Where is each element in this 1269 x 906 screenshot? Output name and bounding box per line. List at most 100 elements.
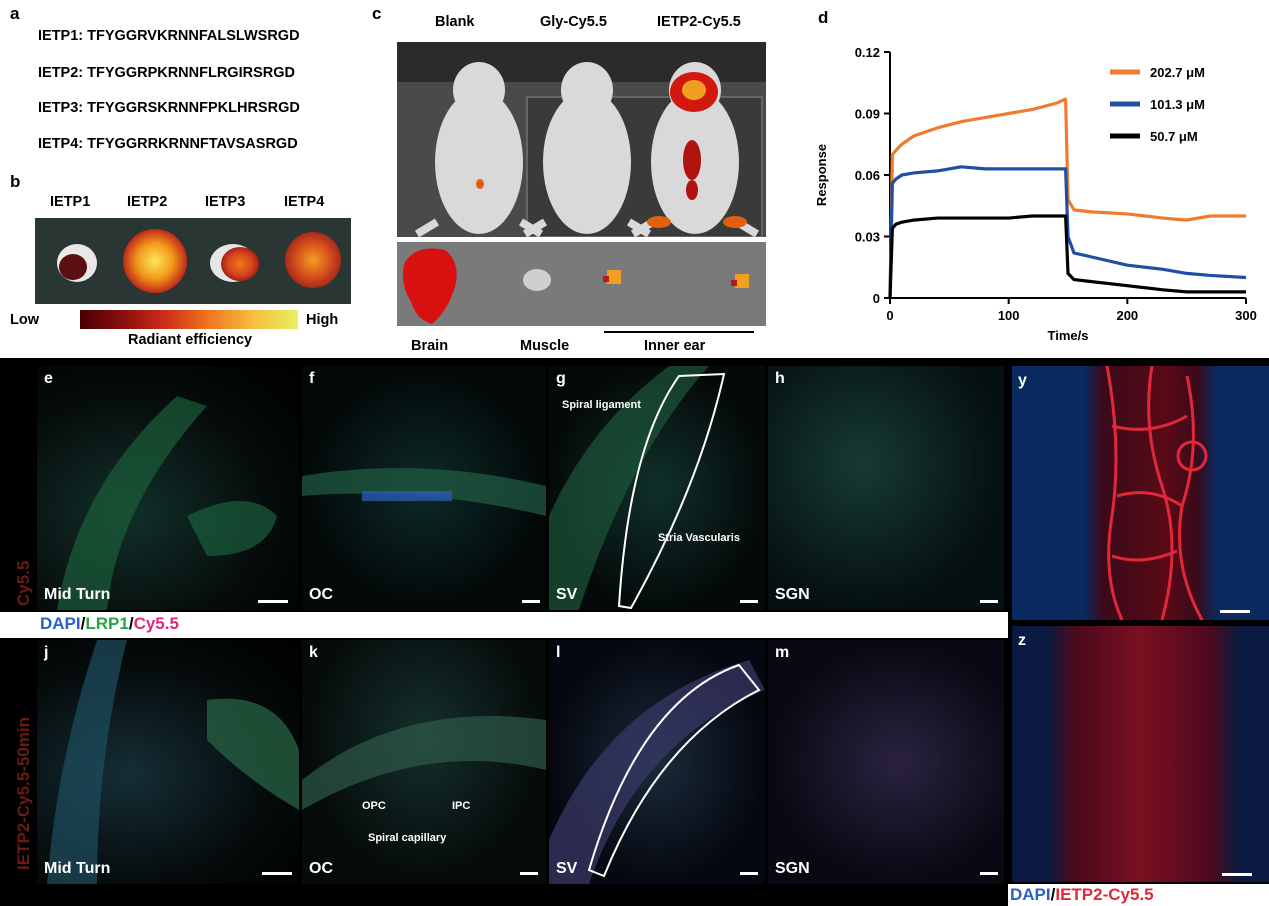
panel-label-a: a <box>10 4 20 23</box>
sequence-ietp4: IETP4: TFYGGRRKRNNFTAVSASRGD <box>38 136 298 152</box>
legend-strip-yz <box>1008 884 1269 906</box>
mouse-imaging-panel <box>397 42 766 237</box>
y-tick-label-4: 0.12 <box>855 45 880 60</box>
y-tick-label-0: 0 <box>873 291 880 306</box>
y-tick-label-1: 0.03 <box>855 230 880 245</box>
channel-legend-yz: DAPI/IETP2-Cy5.5 <box>1010 885 1154 905</box>
panel-label-l: l <box>556 644 561 661</box>
panel-m-image <box>768 640 1004 884</box>
panel-label-h: h <box>775 370 785 387</box>
label-ietp3: IETP3 <box>205 194 246 210</box>
panel-e-image <box>37 366 299 610</box>
series-line-1 <box>888 165 1247 299</box>
vessels-y <box>1105 366 1208 620</box>
legend-yz-separator: / <box>1050 885 1056 904</box>
inner-ear-bracket <box>604 331 754 333</box>
header-blank: Blank <box>435 14 475 30</box>
label-g-sv: SV <box>556 586 578 603</box>
annotation-spiral-capillary: Spiral capillary <box>368 832 447 844</box>
x-tick-label-0: 0 <box>886 308 893 323</box>
row2-side-label: IETP2-Cy5.5-50min <box>14 716 33 870</box>
panel-y-image <box>1012 366 1269 620</box>
scale-bar-f <box>522 600 540 603</box>
panel-l-image <box>549 640 765 884</box>
panel-label-b: b <box>10 172 21 191</box>
sequence-ietp3: IETP3: TFYGGRSKRNNFPKLHRSRGD <box>38 100 300 116</box>
legend-label-0: 202.7 μM <box>1150 65 1205 80</box>
sequence-ietp1: IETP1: TFYGGRVKRNNFALSLWSRGD <box>38 28 300 44</box>
organ-muscle: Muscle <box>520 338 570 354</box>
scale-bar-l <box>740 872 758 875</box>
legend-yz-dapi: DAPI <box>1010 885 1051 904</box>
panel-label-y: y <box>1018 372 1027 389</box>
header-gly-cy55: Gly-Cy5.5 <box>540 14 607 30</box>
label-ietp2: IETP2 <box>127 194 168 210</box>
organ-signals <box>403 248 749 324</box>
fluorescence-strip <box>35 218 351 304</box>
annotation-ipc: IPC <box>452 800 471 812</box>
annotation-stria-vascularis: Stria Vascularis <box>658 532 740 544</box>
panel-label-g: g <box>556 370 566 387</box>
legend-dapi: DAPI <box>40 614 81 633</box>
label-ietp1: IETP1 <box>50 194 91 210</box>
label-h-sgn: SGN <box>775 586 810 603</box>
panel-label-m: m <box>775 644 790 661</box>
scale-low-label: Low <box>10 312 39 328</box>
label-ietp4: IETP4 <box>284 194 325 210</box>
panel-g-image <box>549 366 765 610</box>
organ-inner-ear: Inner ear <box>644 338 706 354</box>
tissue-sv-ietp2 <box>549 660 765 884</box>
label-e-midturn: Mid Turn <box>44 586 111 603</box>
label-l-sv: SV <box>556 860 578 877</box>
panel-label-j: j <box>44 644 49 661</box>
x-tick-label-2: 200 <box>1116 308 1138 323</box>
panel-k-image <box>302 640 546 884</box>
legend-lrp1: LRP1 <box>85 614 129 633</box>
label-k-oc: OC <box>309 860 333 877</box>
scale-bar-j <box>262 872 292 875</box>
legend-label-2: 50.7 μM <box>1150 129 1198 144</box>
panel-label-f: f <box>309 370 315 387</box>
scale-bar-e <box>258 600 288 603</box>
organ-brain: Brain <box>411 338 449 354</box>
legend-separator-2: / <box>128 614 134 633</box>
x-tick-label-3: 300 <box>1235 308 1257 323</box>
scale-bar-z <box>1222 873 1252 876</box>
x-axis-title: Time/s <box>1048 328 1089 343</box>
fluorescence-spots <box>57 229 341 293</box>
y-axis-title: Response <box>814 144 829 206</box>
annotation-opc: OPC <box>362 800 386 812</box>
legend-separator-1: / <box>80 614 86 633</box>
legend-cy55: Cy5.5 <box>133 614 179 633</box>
panel-label-z: z <box>1018 632 1026 649</box>
header-ietp2-cy55: IETP2-Cy5.5 <box>657 14 741 30</box>
mouse-silhouettes <box>397 42 766 237</box>
panel-label-k: k <box>309 644 318 661</box>
binding-response-chart: 0 0.03 0.06 0.09 0.12 0 100 200 300 Time/s Respons… <box>814 45 1257 343</box>
radiance-color-scale <box>80 310 298 329</box>
tissue-midturn <box>57 396 277 610</box>
series-line-2 <box>888 214 1246 299</box>
panel-label-c: c <box>372 4 382 23</box>
tissue-oc <box>302 468 546 516</box>
scale-bar-m <box>980 872 998 875</box>
y-tick-label-3: 0.09 <box>855 107 880 122</box>
legend-yz-ietp2: IETP2-Cy5.5 <box>1055 885 1154 904</box>
legend-strip-row1 <box>0 612 1008 638</box>
row1-side-label: Cy5.5 <box>14 560 33 606</box>
annotation-spiral-ligament: Spiral ligament <box>562 399 641 411</box>
panel-h-image <box>768 366 1004 610</box>
scale-bar-y <box>1220 610 1250 613</box>
organ-imaging-panel <box>397 242 766 326</box>
scale-high-label: High <box>306 312 339 328</box>
panel-f-image <box>302 366 546 610</box>
scale-bar-k <box>520 872 538 875</box>
channel-legend-row1: DAPI/LRP1/Cy5.5 <box>40 614 179 634</box>
panel-label-e: e <box>44 370 53 387</box>
x-tick-label-1: 100 <box>998 308 1020 323</box>
tissue-oc-ietp2 <box>302 716 546 810</box>
y-tick-label-2: 0.06 <box>855 168 880 183</box>
panel-j-image <box>37 640 299 884</box>
scale-title: Radiant efficiency <box>128 332 253 348</box>
series-line-0 <box>888 97 1246 299</box>
